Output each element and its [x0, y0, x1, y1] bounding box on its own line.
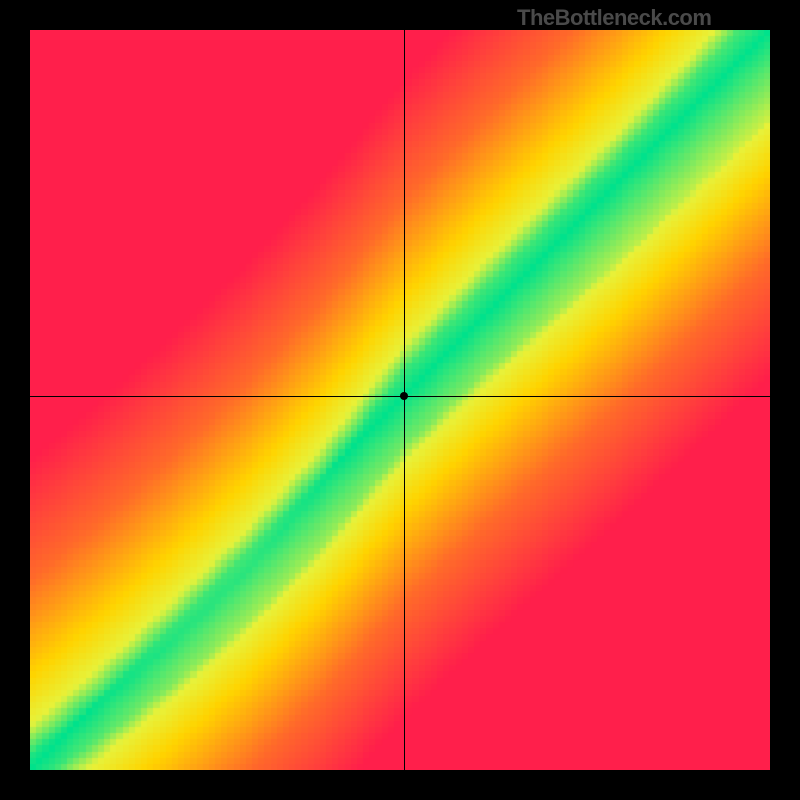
chart-container: TheBottleneck.com: [0, 0, 800, 800]
watermark-text: TheBottleneck.com: [517, 5, 711, 31]
bottleneck-heatmap: [30, 30, 770, 770]
crosshair-marker: [400, 392, 408, 400]
